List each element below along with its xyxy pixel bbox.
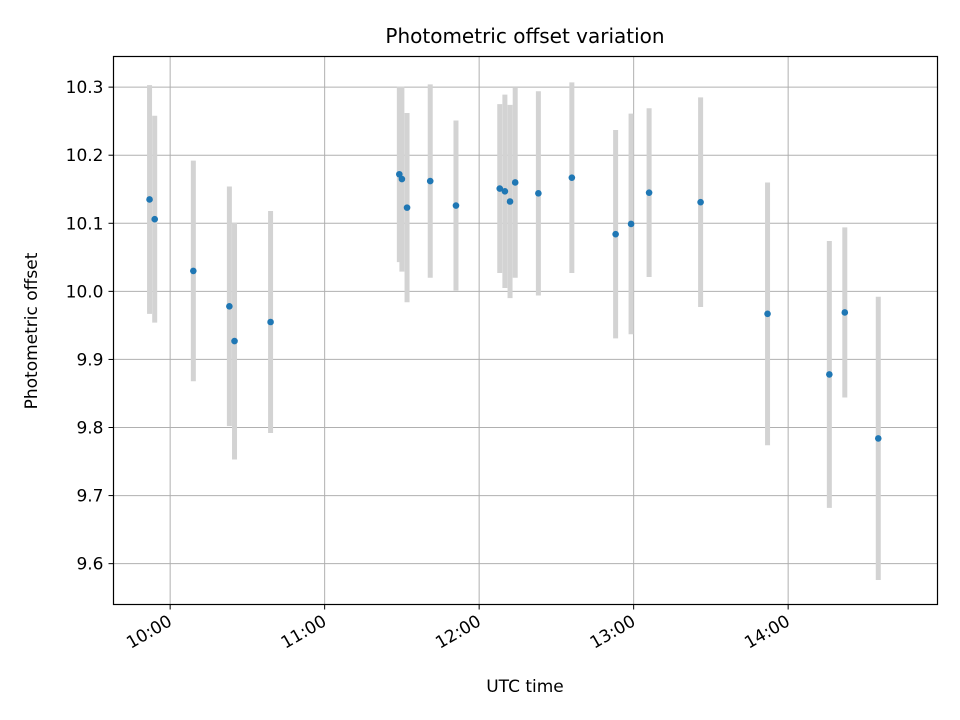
data-point — [535, 190, 542, 197]
data-point — [226, 303, 233, 310]
data-point — [841, 309, 849, 316]
grid-layer — [113, 56, 938, 605]
data-point — [627, 220, 635, 228]
data-point — [403, 204, 411, 211]
plot-frame — [112, 55, 939, 606]
x-tick-label: 10:00 — [123, 612, 175, 654]
y-tick-label: 9.8 — [76, 419, 103, 439]
data-point — [146, 196, 153, 203]
data-point — [645, 189, 653, 196]
data-point — [826, 371, 833, 378]
x-tick-label: 11:00 — [278, 612, 330, 654]
y-axis-label: Photometric offset — [22, 252, 42, 409]
data-point — [398, 175, 406, 183]
y-tick-label: 10.3 — [66, 78, 104, 98]
data-point — [190, 267, 197, 275]
x-tick-label: 13:00 — [587, 612, 639, 654]
data-point — [874, 435, 882, 442]
x-tick-label: 14:00 — [741, 612, 793, 654]
y-tick-label: 10.0 — [66, 282, 104, 302]
data-point — [426, 177, 434, 185]
data-point — [267, 318, 274, 326]
data-point — [511, 179, 519, 186]
data-point — [506, 198, 514, 205]
x-axis-label: UTC time — [486, 677, 564, 697]
data-point — [151, 215, 158, 223]
data-point — [496, 185, 504, 192]
data-point — [697, 198, 704, 206]
data-point — [764, 310, 771, 318]
x-tick-label: 12:00 — [432, 612, 484, 654]
y-tick-label: 10.1 — [66, 214, 104, 234]
data-point — [452, 202, 460, 209]
y-tick-label: 9.7 — [76, 487, 103, 507]
y-tick-label: 9.6 — [76, 555, 103, 575]
data-point — [231, 337, 238, 345]
errorbar-layer — [147, 82, 881, 580]
data-point — [612, 230, 619, 238]
data-point — [501, 187, 509, 195]
y-tick-label: 10.2 — [66, 146, 104, 166]
point-layer — [146, 170, 882, 442]
chart-title: Photometric offset variation — [385, 24, 664, 48]
data-point — [568, 174, 576, 181]
y-tick-label: 9.9 — [76, 350, 103, 370]
